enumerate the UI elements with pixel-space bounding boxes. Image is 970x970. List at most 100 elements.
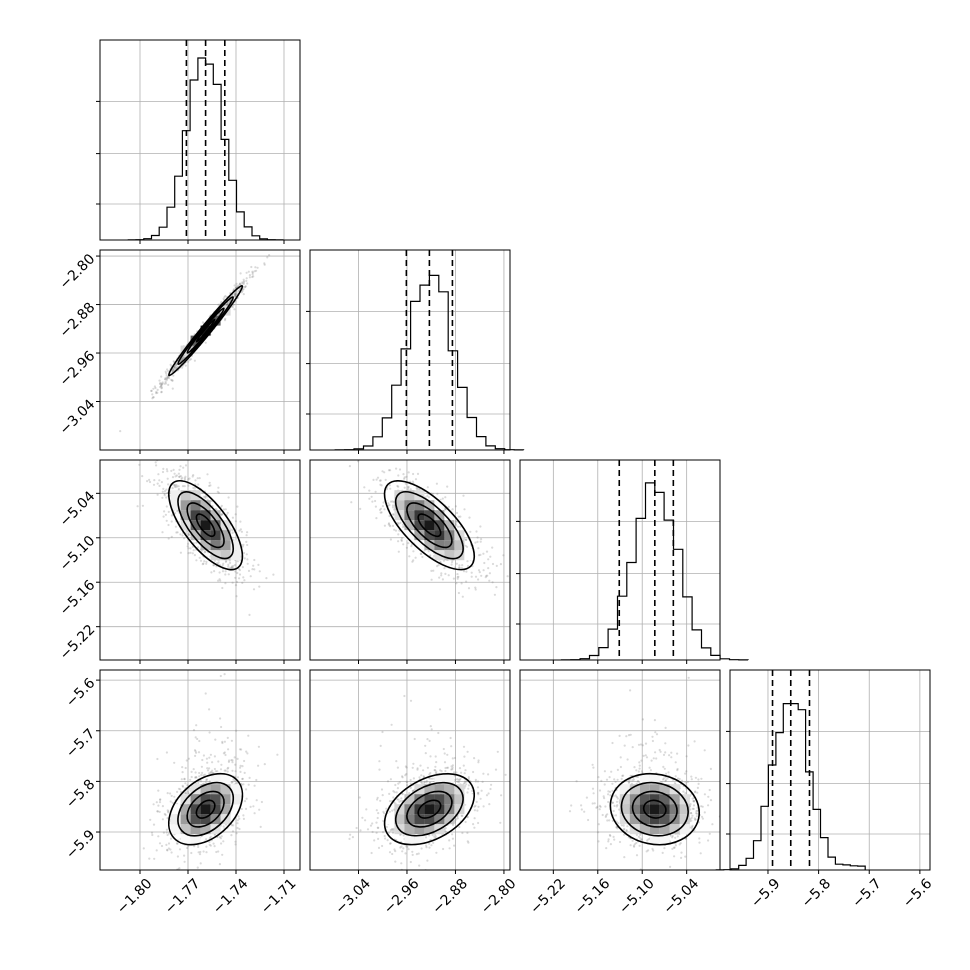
sample-point-3-1-298 [383, 834, 386, 838]
panel-3-2 [520, 670, 720, 874]
sample-point-3-0-462 [197, 751, 201, 754]
sample-point-1-0-702 [234, 294, 237, 297]
contour-3-0-0 [195, 799, 216, 819]
sample-point-3-0-700 [223, 740, 226, 743]
sample-point-3-1-236 [376, 798, 379, 801]
density-cell-2-1 [444, 540, 455, 551]
sample-point-3-0-225 [223, 751, 226, 754]
sample-point-2-0-383 [225, 559, 228, 563]
sample-point-3-1-747 [388, 792, 391, 796]
sample-point-2-0-80 [146, 480, 149, 483]
sample-point-2-0-846 [172, 468, 175, 471]
sample-point-2-0-253 [170, 520, 173, 523]
sample-point-2-1-499 [389, 500, 393, 503]
sample-point-3-2-31 [602, 795, 605, 798]
density-cell-2-0 [220, 530, 231, 541]
contour-2-0-1 [186, 502, 225, 549]
sample-point-2-0-264 [161, 496, 164, 499]
scatter-2-1 [345, 454, 509, 598]
sample-point-3-0-842 [180, 778, 183, 781]
sample-point-3-0-34 [206, 767, 209, 770]
sample-point-2-0-141 [194, 479, 197, 482]
sample-point-3-1-245 [395, 760, 398, 763]
sample-point-2-1-804 [391, 524, 395, 528]
sample-point-3-0-705 [183, 777, 186, 781]
sample-point-3-0-470 [205, 851, 208, 854]
density-cell-2-1 [394, 490, 405, 501]
sample-point-2-1-369 [467, 587, 471, 590]
sample-point-3-2-145 [691, 807, 694, 810]
sample-point-3-1-572 [477, 761, 480, 764]
sample-point-3-1-316 [385, 825, 388, 829]
sample-point-2-0-56 [251, 568, 254, 571]
sample-point-3-1-89 [381, 831, 385, 834]
sample-point-3-2-93 [703, 811, 706, 814]
sample-point-2-1-238 [420, 552, 423, 556]
sample-point-2-0-13 [177, 487, 180, 491]
sample-point-3-1-299 [348, 837, 351, 841]
sample-point-3-1-283 [445, 766, 449, 769]
sample-point-2-1-45 [376, 476, 380, 479]
sample-point-3-2-182 [613, 838, 616, 841]
sample-point-3-1-619 [390, 723, 393, 726]
sample-point-2-0-220 [167, 510, 170, 513]
sample-point-1-0-882 [164, 378, 167, 381]
sample-point-2-0-21 [187, 478, 190, 481]
sample-point-3-1-750 [467, 841, 470, 844]
sample-point-3-1-405 [434, 755, 437, 758]
sample-point-3-1-0 [489, 787, 492, 791]
sample-point-2-0-430 [242, 551, 246, 555]
sample-point-3-0-694 [167, 811, 170, 814]
density-cell-2-0 [190, 510, 201, 521]
sample-point-1-0-673 [247, 270, 250, 273]
sample-point-2-0-84 [234, 584, 238, 587]
sample-point-1-0-574 [234, 292, 237, 295]
scatter-3-1 [348, 694, 507, 870]
sample-point-2-0-396 [221, 586, 224, 590]
sample-point-3-0-376 [263, 763, 266, 766]
sample-point-3-1-231 [422, 775, 425, 778]
sample-point-3-1-82 [413, 737, 416, 741]
sample-point-2-0-779 [218, 571, 221, 574]
sample-point-2-0-296 [210, 571, 213, 574]
sample-point-3-0-121 [228, 759, 231, 762]
density-cell-2-1 [424, 530, 435, 541]
sample-point-2-0-0 [243, 557, 246, 560]
sample-point-3-1-563 [444, 827, 447, 830]
sample-point-2-1-871 [407, 486, 410, 489]
sample-point-3-0-397 [186, 790, 189, 793]
density-cell-2-0 [200, 530, 211, 541]
sample-point-2-0-377 [183, 485, 186, 488]
sample-point-2-0-364 [155, 464, 158, 467]
sample-point-3-0-473 [230, 739, 233, 742]
sample-point-2-1-663 [479, 525, 482, 528]
sample-point-2-1-420 [388, 503, 391, 507]
sample-point-2-0-389 [227, 496, 230, 499]
sample-point-3-1-419 [476, 780, 480, 783]
sample-point-3-1-250 [477, 805, 480, 808]
sample-point-2-0-762 [231, 581, 234, 584]
sample-point-3-0-38 [167, 842, 171, 845]
sample-point-3-0-98 [201, 771, 204, 775]
sample-point-3-1-133 [423, 781, 426, 784]
sample-point-3-0-52 [158, 801, 162, 804]
sample-point-1-0-446 [241, 281, 244, 284]
sample-point-2-0-599 [158, 479, 161, 482]
sample-point-2-1-820 [447, 505, 450, 508]
density-cell-2-1 [434, 500, 445, 511]
sample-point-2-1-352 [477, 578, 480, 581]
sample-point-3-0-422 [198, 775, 201, 778]
sample-point-1-0-248 [158, 379, 161, 382]
sample-point-2-1-99 [376, 454, 378, 456]
sample-point-2-0-687 [235, 580, 239, 584]
sample-point-2-1-235 [474, 586, 477, 589]
sample-point-3-0-224 [190, 851, 193, 855]
sample-point-3-0-784 [187, 792, 190, 795]
sample-point-3-1-22 [412, 762, 415, 765]
sample-point-2-0-73 [148, 480, 152, 484]
sample-point-2-0-630 [265, 577, 268, 580]
sample-point-2-0-649 [231, 529, 234, 532]
sample-point-2-1-623 [457, 575, 460, 578]
sample-point-2-1-651 [429, 554, 432, 557]
sample-point-3-1-199 [431, 834, 434, 837]
